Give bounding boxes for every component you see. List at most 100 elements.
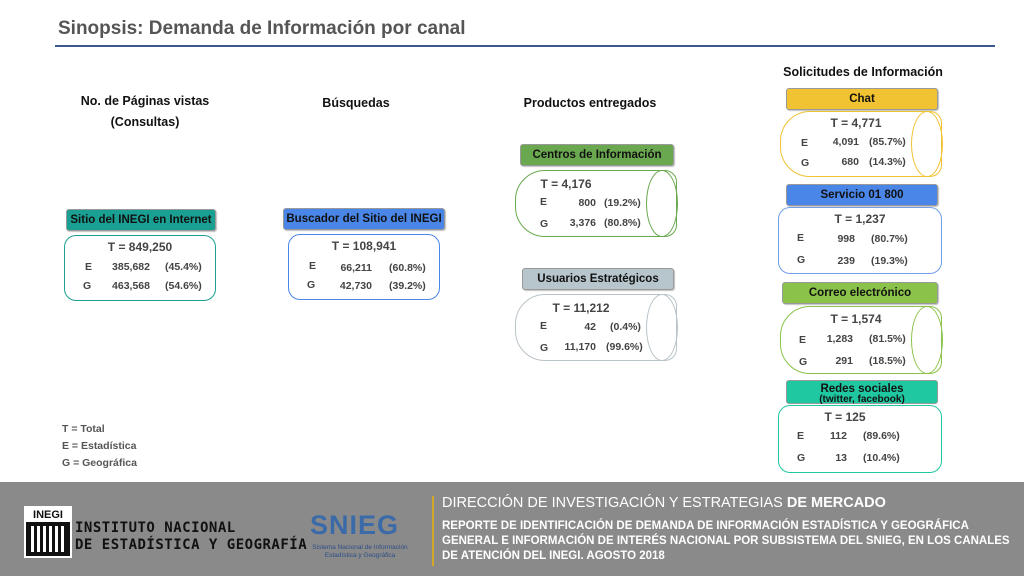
g-percent: (18.5%) [869, 355, 906, 367]
e-percent: (89.6%) [863, 430, 900, 442]
heading-paginas-line1: No. de Páginas vistas [80, 94, 210, 108]
g-value: 11,170 [564, 341, 596, 353]
label-redes-title: Redes sociales [820, 383, 904, 395]
cylinder-cap [646, 170, 678, 237]
card-servicio: T = 1,237 E 998 (80.7%) G 239 (19.3%) [778, 207, 942, 274]
legend-estadistica: E = Estadística [62, 440, 137, 452]
footer: INEGI INSTITUTO NACIONAL DE ESTADÍSTICA … [0, 482, 1024, 576]
snieg-logo: SNIEG [310, 510, 400, 540]
label-servicio: Servicio 01 800 [786, 184, 938, 206]
g-percent: (14.3%) [869, 156, 906, 168]
total-buscador: T = 108,941 [331, 239, 397, 253]
footer-report: REPORTE DE IDENTIFICACIÓN DE DEMANDA DE … [442, 520, 1010, 562]
label-correo: Correo electrónico [782, 282, 938, 304]
total-redes: T = 125 [824, 410, 866, 424]
e-value: 1,283 [826, 333, 853, 345]
inegi-logo-text: INEGI [26, 508, 70, 522]
cylinder-cap [911, 306, 943, 374]
total-usuarios: T = 11,212 [552, 301, 610, 315]
label-usuarios: Usuarios Estratégicos [522, 268, 674, 290]
g-value: 463,568 [112, 280, 150, 292]
legend-total: T = Total [62, 423, 105, 435]
label-centros: Centros de Información [520, 144, 674, 166]
e-value: 66,211 [340, 262, 372, 274]
total-servicio: T = 1,237 [834, 212, 886, 226]
e-value: 42 [584, 321, 596, 333]
heading-solicitudes: Solicitudes de Información [783, 65, 943, 79]
heading-paginas-line2: (Consultas) [110, 115, 180, 129]
e-key: E [799, 334, 807, 346]
title-divider [55, 45, 995, 47]
label-sitio-inegi: Sitio del INEGI en Internet [66, 209, 216, 231]
e-percent: (85.7%) [869, 136, 906, 148]
heading-paginas: No. de Páginas vistas (Consultas) [60, 94, 230, 129]
card-buscador: T = 108,941 E 66,211 (60.8%) G 42,730 (3… [288, 234, 440, 300]
g-percent: (54.6%) [165, 280, 202, 292]
total-centros: T = 4,176 [540, 177, 592, 191]
cylinder-cap [646, 294, 678, 361]
e-key: E [797, 430, 805, 442]
inegi-logo-icon: INEGI [24, 506, 72, 558]
g-value: 3,376 [569, 217, 596, 229]
heading-busquedas: Búsquedas [322, 96, 390, 110]
g-key: G [799, 356, 808, 368]
g-key: G [83, 280, 92, 292]
g-percent: (39.2%) [389, 280, 426, 292]
g-percent: (19.3%) [871, 255, 908, 267]
g-key: G [801, 157, 810, 169]
e-key: E [801, 137, 809, 149]
e-value: 998 [837, 233, 855, 245]
g-value: 680 [841, 156, 859, 168]
footer-department: DIRECCIÓN DE INVESTIGACIÓN Y ESTRATEGIAS… [442, 495, 886, 511]
card-centros: T = 4,176 E 800 (19.2%) G 3,376 (80.8%) [515, 170, 678, 237]
legend: T = Total E = Estadística G = Geográfica [62, 421, 137, 472]
g-value: 291 [835, 355, 853, 367]
g-value: 239 [837, 255, 855, 267]
g-percent: (80.8%) [604, 217, 641, 229]
g-value: 13 [835, 452, 847, 464]
g-percent: (99.6%) [606, 341, 643, 353]
e-value: 112 [830, 430, 847, 442]
legend-geografica: G = Geográfica [62, 457, 137, 469]
e-key: E [797, 232, 805, 244]
card-usuarios: T = 11,212 E 42 (0.4%) G 11,170 (99.6%) [515, 294, 678, 361]
org-name: INSTITUTO NACIONAL DE ESTADÍSTICA Y GEOG… [75, 520, 307, 554]
total-chat: T = 4,771 [830, 116, 882, 130]
card-sitio-inegi: T = 849,250 E 385,682 (45.4%) G 463,568 … [64, 235, 216, 301]
total-sitio: T = 849,250 [107, 240, 173, 254]
e-percent: (0.4%) [610, 321, 641, 333]
org-name-line1: INSTITUTO NACIONAL [75, 520, 236, 536]
e-key: E [540, 196, 548, 208]
footer-divider [432, 496, 434, 566]
cylinder-cap [911, 111, 943, 177]
dept-bold: DE MERCADO [786, 495, 886, 511]
e-percent: (80.7%) [871, 233, 908, 245]
inegi-logo-pattern [31, 526, 65, 552]
e-value: 385,682 [112, 261, 150, 273]
g-percent: (10.4%) [863, 452, 900, 464]
e-value: 800 [578, 197, 596, 209]
e-percent: (60.8%) [389, 262, 426, 274]
snieg-subtitle: Sistema Nacional de Información Estadíst… [312, 544, 408, 559]
label-redes-sub: (twitter, facebook) [819, 394, 905, 405]
heading-productos: Productos entregados [523, 96, 657, 110]
label-chat: Chat [786, 88, 938, 110]
g-key: G [540, 342, 549, 354]
dept-normal: DIRECCIÓN DE INVESTIGACIÓN Y ESTRATEGIAS [442, 495, 787, 511]
e-percent: (19.2%) [604, 197, 641, 209]
e-key: E [85, 261, 93, 273]
g-value: 42,730 [339, 280, 372, 292]
card-correo: T = 1,574 E 1,283 (81.5%) G 291 (18.5%) [780, 306, 943, 374]
page-title: Sinopsis: Demanda de Información por can… [58, 18, 466, 39]
total-correo: T = 1,574 [830, 312, 882, 326]
e-value: 4,091 [832, 136, 859, 148]
e-percent: (81.5%) [869, 333, 906, 345]
card-redes: T = 125 E 112 (89.6%) G 13 (10.4%) [778, 405, 942, 473]
e-key: E [309, 260, 317, 272]
g-key: G [797, 254, 806, 266]
label-redes: Redes sociales (twitter, facebook) [786, 380, 938, 405]
card-chat: T = 4,771 E 4,091 (85.7%) G 680 (14.3%) [780, 111, 943, 177]
org-name-line2: DE ESTADÍSTICA Y GEOGRAFÍA [75, 537, 308, 553]
e-key: E [540, 320, 548, 332]
e-percent: (45.4%) [165, 261, 202, 273]
